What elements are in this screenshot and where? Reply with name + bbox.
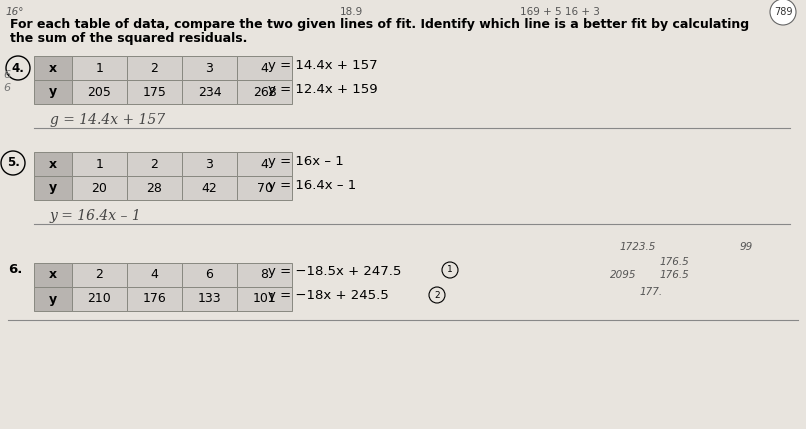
Text: 133: 133 [197,293,222,305]
Text: 176.5: 176.5 [660,270,690,280]
Text: y = 16.4x – 1: y = 16.4x – 1 [268,178,356,191]
Circle shape [6,56,30,80]
Bar [237,176,292,200]
Text: 1: 1 [447,266,453,275]
Text: 2: 2 [434,290,440,299]
Text: 268: 268 [252,85,276,99]
Circle shape [1,151,25,175]
Text: 1: 1 [96,157,103,170]
Text: 70: 70 [256,181,272,194]
Bar [182,152,237,176]
Text: x: x [49,157,57,170]
Text: 18.9: 18.9 [340,7,364,17]
Text: 4: 4 [260,61,268,75]
Bar [72,263,127,287]
Bar [182,287,237,311]
Text: 1723.5: 1723.5 [620,242,656,252]
Text: 16°: 16° [6,7,24,17]
Text: y: y [49,293,57,305]
Bar [127,56,182,80]
Text: 42: 42 [202,181,218,194]
Bar [34,80,72,104]
Text: 6: 6 [3,70,10,80]
Text: 2: 2 [151,61,159,75]
Bar [237,152,292,176]
Text: For each table of data, compare the two given lines of fit. Identify which line : For each table of data, compare the two … [10,18,749,31]
Text: 2: 2 [151,157,159,170]
Text: y = 14.4x + 157: y = 14.4x + 157 [268,58,378,72]
Bar [127,176,182,200]
Text: 1: 1 [96,61,103,75]
Text: g = 14.4x + 157: g = 14.4x + 157 [50,113,165,127]
Text: 3: 3 [206,61,214,75]
Text: 4.: 4. [11,61,24,75]
Bar [127,152,182,176]
Bar [34,287,72,311]
Text: x: x [49,269,57,281]
Bar [72,287,127,311]
Circle shape [770,0,796,25]
Text: 169 + 5 16 + 3: 169 + 5 16 + 3 [520,7,600,17]
Text: 5.: 5. [6,157,19,169]
Bar [182,263,237,287]
Text: 210: 210 [88,293,111,305]
Bar [72,176,127,200]
Bar [34,263,72,287]
Bar [237,263,292,287]
Text: 4: 4 [151,269,159,281]
Text: 176: 176 [143,293,166,305]
Bar [237,80,292,104]
Text: 99: 99 [740,242,754,252]
Bar [237,56,292,80]
Text: 2: 2 [96,269,103,281]
Bar [34,152,72,176]
Text: y = −18.5x + 247.5: y = −18.5x + 247.5 [268,266,401,278]
Bar [127,287,182,311]
Bar [72,152,127,176]
Text: y = 16x – 1: y = 16x – 1 [268,154,343,167]
Text: y = −18x + 245.5: y = −18x + 245.5 [268,290,388,302]
Bar [127,80,182,104]
Text: 789: 789 [774,7,792,17]
Text: 101: 101 [252,293,276,305]
Text: 20: 20 [92,181,107,194]
Text: 6: 6 [206,269,214,281]
Text: 175: 175 [143,85,166,99]
Text: 3: 3 [206,157,214,170]
Text: y = 16.4x – 1: y = 16.4x – 1 [50,209,142,223]
Text: the sum of the squared residuals.: the sum of the squared residuals. [10,32,247,45]
Text: 177.: 177. [640,287,663,297]
Text: 176.5: 176.5 [660,257,690,267]
Text: 28: 28 [147,181,163,194]
Text: 4: 4 [260,157,268,170]
Bar [72,80,127,104]
Text: 2095: 2095 [610,270,637,280]
Bar [72,56,127,80]
Bar [182,80,237,104]
Text: y: y [49,85,57,99]
Bar [127,263,182,287]
Circle shape [442,262,458,278]
Text: x: x [49,61,57,75]
Text: 6.: 6. [8,263,23,276]
Bar [34,176,72,200]
Bar [34,56,72,80]
Bar [237,287,292,311]
Bar [182,56,237,80]
Text: 8: 8 [260,269,268,281]
Circle shape [429,287,445,303]
Bar [182,176,237,200]
Text: 205: 205 [88,85,111,99]
Text: y: y [49,181,57,194]
Text: 6: 6 [3,83,10,93]
Text: y = 12.4x + 159: y = 12.4x + 159 [268,82,378,96]
Text: 234: 234 [197,85,222,99]
